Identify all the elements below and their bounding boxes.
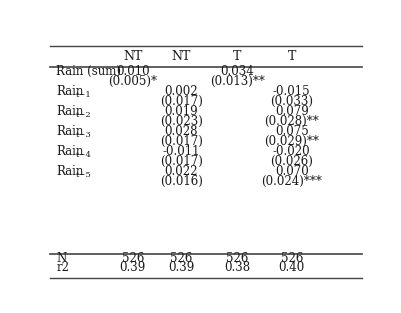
Text: Rain: Rain: [56, 105, 84, 118]
Text: 0.38: 0.38: [224, 261, 249, 274]
Text: Rain: Rain: [56, 145, 84, 158]
Text: (0.013)**: (0.013)**: [209, 74, 264, 88]
Text: 0.075: 0.075: [274, 125, 308, 138]
Text: 526: 526: [170, 252, 192, 265]
Text: Rain: Rain: [56, 165, 84, 178]
Text: r2: r2: [56, 261, 69, 274]
Text: -0.020: -0.020: [272, 145, 310, 158]
Text: NT: NT: [171, 50, 190, 63]
Text: 526: 526: [225, 252, 248, 265]
Text: T: T: [287, 50, 295, 63]
Text: (0.028)**: (0.028)**: [264, 115, 318, 128]
Text: Rain: Rain: [56, 125, 84, 138]
Text: 0.034: 0.034: [220, 65, 253, 78]
Text: (0.023): (0.023): [159, 115, 202, 128]
Text: 0.002: 0.002: [164, 85, 197, 98]
Text: 526: 526: [280, 252, 302, 265]
Text: (0.016): (0.016): [159, 175, 202, 187]
Text: 0.010: 0.010: [116, 65, 149, 78]
Text: 526: 526: [122, 252, 144, 265]
Text: (0.026): (0.026): [269, 155, 312, 167]
Text: N: N: [56, 252, 67, 265]
Text: 0.028: 0.028: [164, 125, 197, 138]
Text: 0.022: 0.022: [164, 165, 197, 178]
Text: 0.39: 0.39: [168, 261, 194, 274]
Text: (0.005)*: (0.005)*: [108, 74, 157, 88]
Text: 0.070: 0.070: [274, 165, 308, 178]
Text: 0.39: 0.39: [119, 261, 146, 274]
Text: -0.015: -0.015: [272, 85, 310, 98]
Text: -0.011: -0.011: [162, 145, 199, 158]
Text: t−3: t−3: [76, 131, 91, 139]
Text: NT: NT: [123, 50, 142, 63]
Text: t−4: t−4: [76, 151, 91, 159]
Text: (0.024)***: (0.024)***: [261, 175, 321, 187]
Text: (0.029)**: (0.029)**: [263, 135, 318, 147]
Text: t−1: t−1: [76, 91, 91, 99]
Text: (0.017): (0.017): [159, 135, 202, 147]
Text: t−2: t−2: [76, 111, 91, 119]
Text: t−5: t−5: [76, 171, 91, 179]
Text: Rain: Rain: [56, 85, 84, 98]
Text: (0.017): (0.017): [159, 95, 202, 108]
Text: 0.079: 0.079: [274, 105, 308, 118]
Text: 0.40: 0.40: [278, 261, 304, 274]
Text: (0.017): (0.017): [159, 155, 202, 167]
Text: T: T: [233, 50, 241, 63]
Text: (0.033): (0.033): [269, 95, 312, 108]
Text: 0.019: 0.019: [164, 105, 197, 118]
Text: Rain (sum): Rain (sum): [56, 65, 121, 78]
